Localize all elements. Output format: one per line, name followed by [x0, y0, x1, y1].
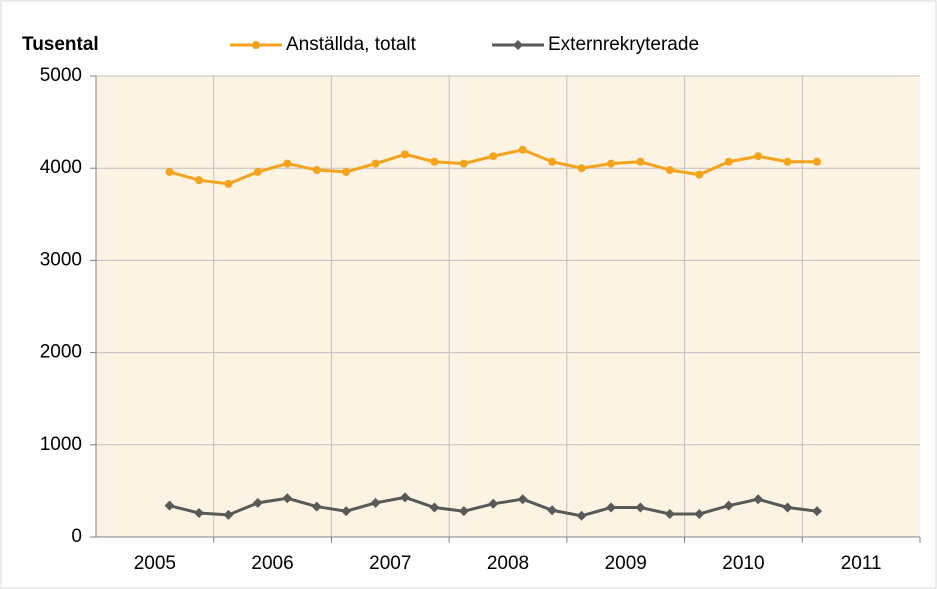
data-point — [665, 166, 674, 175]
x-tick-label: 2007 — [369, 553, 411, 574]
data-point — [282, 493, 293, 504]
y-tick-label: 4000 — [40, 157, 82, 178]
data-point — [812, 506, 822, 517]
data-point — [635, 502, 646, 513]
legend-label: Anställda, totalt — [286, 34, 417, 55]
data-point — [577, 164, 586, 173]
y-tick-label: 1000 — [40, 434, 82, 455]
data-point — [429, 502, 440, 513]
plot-area — [96, 76, 920, 537]
data-point — [548, 157, 557, 166]
data-point — [576, 510, 587, 521]
data-point — [664, 508, 675, 519]
x-tick-label: 2006 — [251, 553, 293, 574]
data-point — [341, 506, 352, 517]
data-point — [489, 152, 498, 161]
data-point — [606, 502, 616, 513]
y-tick-label: 0 — [71, 526, 82, 547]
data-point — [223, 509, 234, 520]
data-point — [430, 157, 439, 166]
y-axis-label: Tusental — [22, 34, 99, 55]
data-point — [312, 166, 321, 175]
data-point — [488, 498, 499, 509]
data-point — [283, 159, 292, 168]
x-tick-label: 2005 — [134, 553, 176, 574]
x-tick-label: 2010 — [722, 553, 764, 574]
y-tick-label: 5000 — [40, 65, 82, 86]
legend-marker — [513, 40, 523, 50]
x-tick-label: 2009 — [605, 553, 647, 574]
data-point — [754, 152, 763, 161]
data-point — [253, 167, 262, 176]
data-point — [224, 179, 233, 188]
data-point — [252, 497, 263, 508]
data-point — [164, 500, 175, 511]
data-point — [547, 505, 558, 516]
x-tick-label: 2008 — [487, 553, 529, 574]
data-point — [636, 157, 645, 166]
data-point — [400, 492, 410, 503]
data-point — [724, 157, 733, 166]
data-point — [195, 176, 203, 185]
data-point — [311, 501, 322, 512]
y-tick-label: 3000 — [40, 249, 82, 270]
data-point — [813, 157, 821, 166]
data-point — [370, 497, 381, 508]
data-point — [401, 150, 409, 159]
x-tick-label: 2011 — [841, 553, 882, 574]
data-point — [459, 159, 468, 168]
data-point — [723, 500, 734, 511]
data-point — [782, 502, 793, 513]
data-point — [517, 494, 528, 505]
data-point — [342, 167, 351, 176]
y-tick-label: 2000 — [40, 342, 82, 363]
legend-label: Externrekryterade — [548, 34, 699, 55]
data-point — [194, 508, 204, 519]
data-point — [165, 167, 174, 176]
data-point — [371, 159, 380, 168]
data-point — [783, 157, 792, 166]
data-point — [518, 145, 527, 154]
data-point — [694, 508, 705, 519]
data-point — [753, 494, 764, 505]
data-point — [458, 506, 469, 517]
data-point — [695, 170, 704, 179]
legend-marker — [252, 41, 260, 49]
data-point — [607, 159, 615, 168]
